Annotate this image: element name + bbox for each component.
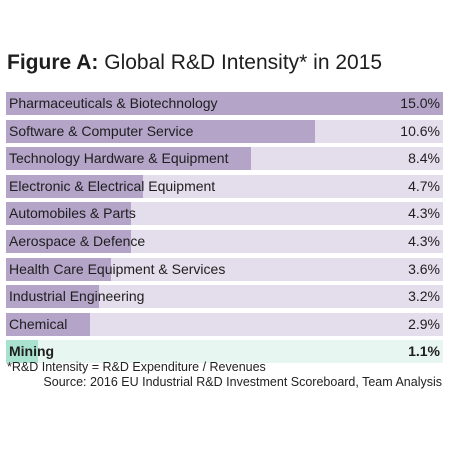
value-label: 10.6% — [400, 122, 440, 139]
category-label: Mining — [9, 343, 55, 360]
bar-track — [6, 312, 443, 336]
bar — [6, 312, 91, 336]
chart-title-rest: Global R&D Intensity* in 2015 — [104, 51, 383, 74]
bar — [6, 340, 39, 364]
bar-row: Automobiles & Parts 4.3% — [6, 202, 443, 226]
footnote: *R&D Intensity = R&D Expenditure / Reven… — [7, 360, 266, 374]
value-label: 4.3% — [408, 233, 440, 249]
category-label: Health Care Equipment & Services — [9, 260, 226, 277]
category-label: Chemical — [9, 315, 68, 332]
bar — [6, 92, 443, 115]
value-label: 4.7% — [408, 177, 440, 194]
bar-row: Electronic & Electrical Equipment 4.7% — [6, 174, 443, 198]
bar-row: Mining 1.1% — [6, 340, 443, 364]
bar-row: Health Care Equipment & Services 3.6% — [6, 257, 443, 281]
value-label: 1.1% — [408, 343, 440, 360]
category-label: Aerospace & Defence — [9, 233, 146, 249]
category-label: Industrial Engineering — [9, 288, 145, 305]
bar-track — [6, 340, 443, 364]
value-label: 3.6% — [408, 260, 440, 277]
category-label: Electronic & Electrical Equipment — [9, 177, 216, 194]
bar-track — [6, 285, 443, 309]
chart-title-bold: Figure A: — [7, 51, 99, 74]
chart-title: Figure A: Global R&D Intensity* in 2015 — [7, 50, 382, 76]
bar-row: Aerospace & Defence 4.3% — [6, 230, 443, 253]
bar — [6, 119, 315, 143]
bar-row: Chemical 2.9% — [6, 312, 443, 336]
bar-row: Software & Computer Service 10.6% — [6, 119, 443, 143]
source-note: Source: 2016 EU Industrial R&D Investmen… — [43, 375, 442, 389]
bar-row: Industrial Engineering 3.2% — [6, 285, 443, 309]
bar — [6, 202, 132, 226]
bar — [6, 174, 143, 198]
bar — [6, 147, 251, 171]
value-label: 2.9% — [408, 315, 440, 332]
category-label: Pharmaceuticals & Biotechnology — [9, 95, 218, 111]
value-label: 3.2% — [408, 288, 440, 305]
bar — [6, 285, 100, 309]
bar-track — [6, 257, 443, 281]
value-label: 15.0% — [400, 95, 440, 111]
bar-row: Pharmaceuticals & Biotechnology 15.0% — [6, 92, 443, 115]
bar-row: Technology Hardware & Equipment 8.4% — [6, 147, 443, 171]
category-label: Automobiles & Parts — [9, 205, 136, 222]
category-label: Software & Computer Service — [9, 122, 194, 139]
bar — [6, 257, 111, 281]
value-label: 4.3% — [408, 205, 440, 222]
bar — [6, 230, 132, 253]
category-label: Technology Hardware & Equipment — [9, 150, 229, 167]
value-label: 8.4% — [408, 150, 440, 167]
